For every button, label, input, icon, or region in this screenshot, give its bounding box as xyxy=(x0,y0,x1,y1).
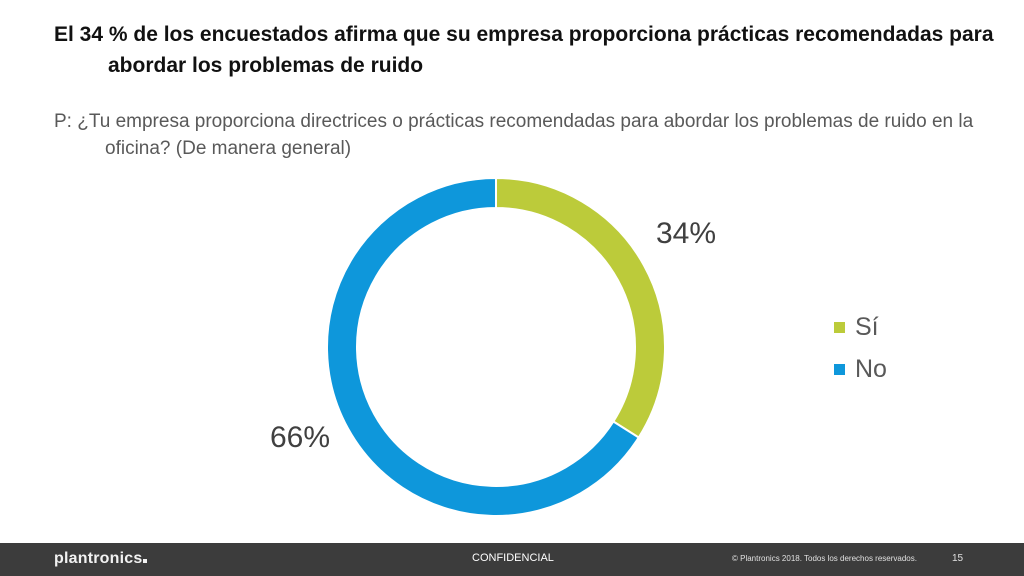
legend-item-no: No xyxy=(834,354,887,384)
donut-slice-si xyxy=(495,176,666,439)
legend-label-si: Sí xyxy=(855,312,879,341)
copyright-text: © Plantronics 2018. Todos los derechos r… xyxy=(732,554,917,563)
confidential-label: CONFIDENCIAL xyxy=(472,552,554,564)
data-label-si: 34% xyxy=(656,217,716,250)
data-label-no: 66% xyxy=(270,421,330,454)
footer-bar: plantronics CONFIDENCIAL © Plantronics 2… xyxy=(0,543,1024,576)
legend-item-si: Sí xyxy=(834,312,887,342)
slide-title: El 34 % de los encuestados afirma que su… xyxy=(54,23,994,77)
survey-question: P: ¿Tu empresa proporciona directrices o… xyxy=(54,111,974,159)
logo-text: plantronics xyxy=(54,550,143,567)
logo-dot xyxy=(143,559,148,563)
chart-legend: Sí No xyxy=(834,312,887,396)
legend-swatch-no xyxy=(834,363,845,375)
page-number: 15 xyxy=(952,553,964,564)
legend-label-no: No xyxy=(855,354,887,383)
legend-swatch-si xyxy=(834,321,845,333)
plantronics-logo: plantronics xyxy=(54,550,148,568)
donut-slice-no xyxy=(326,176,641,517)
